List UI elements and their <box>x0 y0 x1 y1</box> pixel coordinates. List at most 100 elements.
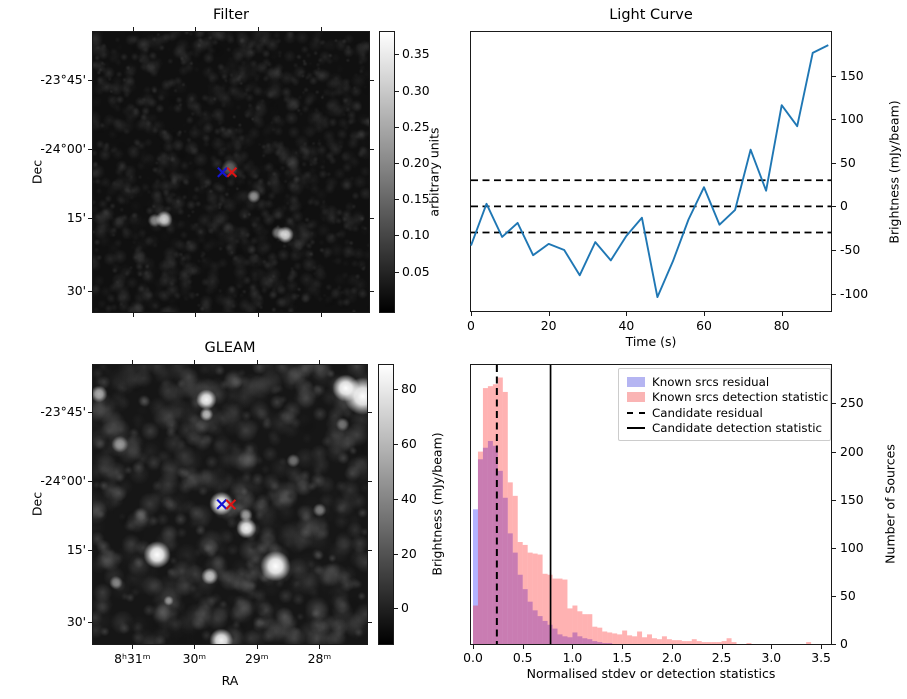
x-tick <box>132 360 134 364</box>
y-tick <box>370 79 374 81</box>
y-tick <box>394 608 398 610</box>
y-tick <box>832 499 836 501</box>
x-tick <box>626 312 628 316</box>
y-tick-label: -24°00' <box>40 140 86 156</box>
y-tick <box>368 480 372 482</box>
y-tick-label: 50 <box>840 587 856 603</box>
y-tick <box>88 412 92 414</box>
colorbar-tick-label: 0.35 <box>402 46 430 62</box>
x-tick <box>721 645 723 649</box>
light-curve-panel <box>470 31 832 312</box>
colorbar-tick-label: 0.15 <box>402 191 430 207</box>
y-tick <box>394 443 398 445</box>
y-tick <box>832 162 836 164</box>
x-tick-label: 0.0 <box>463 650 483 665</box>
x-tick-label: 60 <box>696 318 712 333</box>
red-x-marker <box>225 499 237 510</box>
x-tick <box>195 27 197 31</box>
light-curve-ylabel: Brightness (mJy/beam) <box>886 100 902 244</box>
x-tick <box>622 645 624 649</box>
gleam-ylabel: Dec <box>29 491 45 517</box>
x-tick-label: 80 <box>773 318 790 333</box>
x-tick-label: 30ᵐ <box>182 651 207 666</box>
y-tick <box>832 595 836 597</box>
x-tick-label: 1.0 <box>562 650 583 665</box>
y-tick <box>368 412 372 414</box>
colorbar-tick-label: 20 <box>401 545 417 561</box>
colorbar-tick-label: 40 <box>401 490 417 506</box>
y-tick <box>395 271 399 273</box>
y-tick-label: -24°00' <box>40 472 86 488</box>
y-tick <box>395 126 399 128</box>
y-tick <box>394 388 398 390</box>
gleam-title: GLEAM <box>204 340 256 356</box>
light-curve-line <box>470 44 829 299</box>
filter-title: Filter <box>213 7 249 23</box>
y-tick <box>88 480 92 482</box>
x-tick <box>195 313 197 317</box>
y-tick <box>394 498 398 500</box>
y-tick <box>832 403 836 405</box>
blue-x-marker <box>216 498 228 510</box>
legend-item-candidate-detstat: Candidate detection statistic <box>627 421 822 437</box>
y-tick-label: 100 <box>840 539 864 555</box>
colorbar-tick-label: 0 <box>401 600 409 616</box>
colorbar-tick-label: 0.05 <box>402 263 430 279</box>
y-tick-label: 30' <box>66 613 86 629</box>
x-tick <box>319 645 321 649</box>
legend-item-candidate-residual: Candidate residual <box>627 405 822 421</box>
x-tick <box>256 360 258 364</box>
detection-statistic-histogram <box>472 377 812 644</box>
y-tick-label: 15' <box>66 209 86 225</box>
x-tick <box>572 645 574 649</box>
y-tick <box>370 290 374 292</box>
blue-x-marker <box>217 166 228 178</box>
y-tick <box>832 547 836 549</box>
x-tick-label: 29ᵐ <box>245 651 269 666</box>
y-tick <box>832 293 836 295</box>
histogram-xlabel: Normalised stdev or detection statistics <box>526 666 776 681</box>
residual-histogram <box>472 441 613 644</box>
legend: Known srcs residual Known srcs detection … <box>618 368 831 441</box>
gleam-image-panel <box>92 364 368 645</box>
x-tick <box>821 645 823 649</box>
y-tick-label: -50 <box>840 241 861 257</box>
y-tick <box>88 217 92 219</box>
y-tick-label: -100 <box>840 285 869 301</box>
legend-label: Known srcs residual <box>652 374 770 389</box>
legend-label: Candidate detection statistic <box>652 421 822 436</box>
x-tick <box>472 645 474 649</box>
y-tick <box>832 75 836 77</box>
x-tick-label: 20 <box>540 318 557 333</box>
legend-label: Known srcs detection statistic <box>652 390 829 405</box>
y-tick <box>88 290 92 292</box>
y-tick <box>88 621 92 623</box>
y-tick <box>832 451 836 453</box>
x-tick <box>548 312 550 316</box>
x-tick-label: 2.5 <box>711 650 732 665</box>
colorbar-tick-label: 60 <box>401 435 417 451</box>
y-tick-label: 30' <box>66 282 86 298</box>
x-tick-label: 3.0 <box>761 650 782 665</box>
y-tick <box>832 206 836 208</box>
y-tick-label: 150 <box>840 67 864 83</box>
y-tick <box>394 553 398 555</box>
y-tick-label: 50 <box>840 154 856 170</box>
y-tick <box>370 217 374 219</box>
y-tick <box>832 644 836 645</box>
colorbar-tick-label: 0.30 <box>402 82 430 98</box>
filter-colorbar <box>379 31 395 313</box>
x-tick <box>522 645 524 649</box>
colorbar-tick-label: 80 <box>401 380 417 396</box>
x-tick-label: 1.5 <box>612 650 633 665</box>
x-tick <box>257 27 259 31</box>
y-tick <box>395 54 399 56</box>
x-tick <box>321 313 323 317</box>
x-tick <box>256 645 258 649</box>
x-tick <box>781 312 783 316</box>
y-tick-label: 0 <box>840 636 848 651</box>
x-tick <box>132 645 134 649</box>
red-x-marker <box>226 166 238 178</box>
legend-swatch <box>627 376 645 387</box>
colorbar-tick-label: 0.10 <box>402 227 430 243</box>
